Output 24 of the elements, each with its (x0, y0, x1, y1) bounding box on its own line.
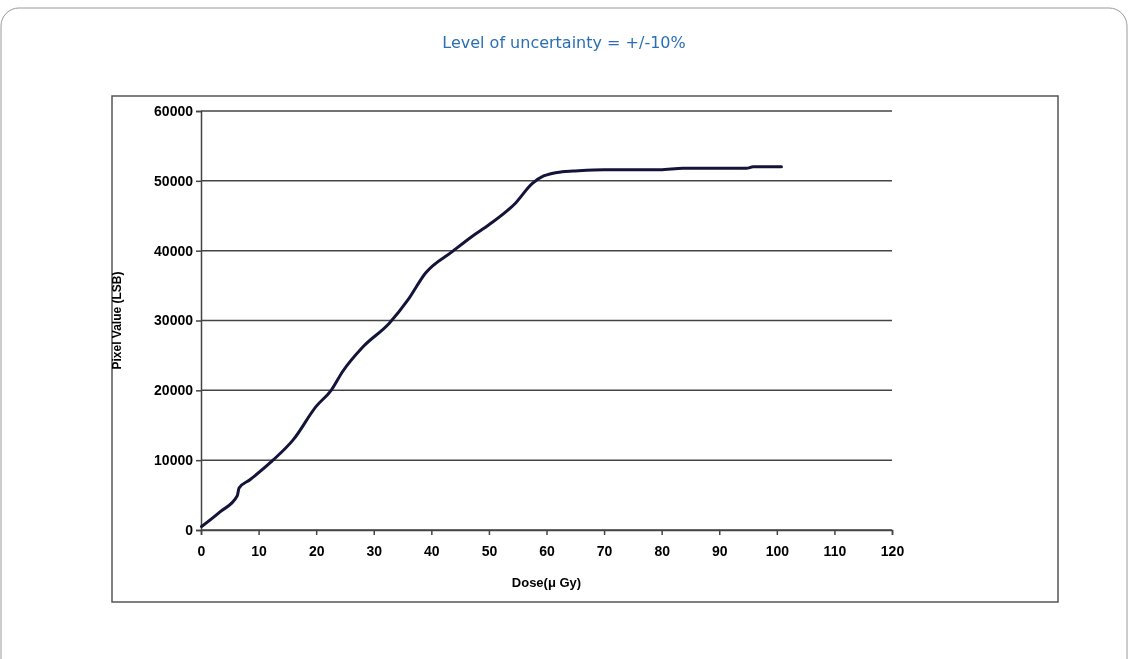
x-tick-label: 80 (654, 543, 671, 560)
x-tick-label: 120 (880, 543, 905, 560)
line-series (200, 165, 783, 529)
y-tick-label: 40000 (154, 242, 194, 259)
x-tick-label: 110 (823, 543, 847, 560)
y-tick-label: 30000 (154, 312, 194, 329)
x-tick-label: 50 (481, 543, 498, 560)
x-tick-label: 10 (251, 543, 268, 560)
chart-title: Level of uncertainty = +/-10% (442, 33, 686, 52)
x-tick-label: 90 (711, 543, 728, 560)
x-tick-label: 60 (539, 543, 555, 560)
x-tick-label: 70 (596, 543, 613, 560)
y-tick-label: 10000 (154, 452, 194, 469)
y-axis-title: Pixel Value (LSB) (110, 271, 124, 370)
x-tick-label: 100 (765, 543, 790, 560)
x-tick-label: 40 (424, 543, 440, 560)
x-tick-label: 0 (197, 543, 206, 560)
x-axis-title: Dose(μ Gy) (511, 575, 582, 590)
x-tick-label: 20 (308, 543, 325, 560)
y-tick-label: 0 (185, 521, 194, 538)
y-tick-label: 50000 (154, 172, 194, 189)
x-tick-label: 30 (366, 543, 383, 560)
y-tick-label: 60000 (154, 102, 194, 119)
y-tick-label: 20000 (154, 382, 194, 399)
